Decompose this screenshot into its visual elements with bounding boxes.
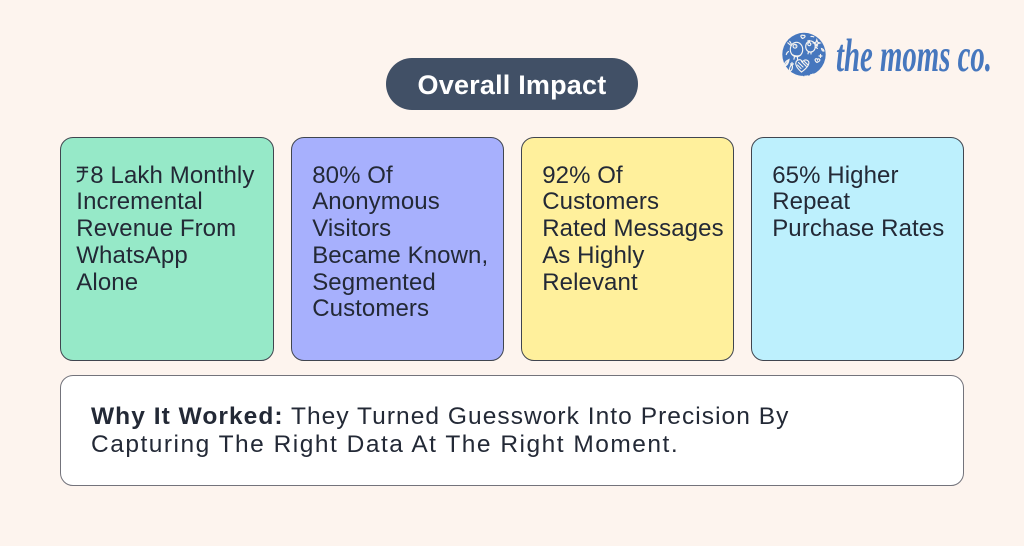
svg-text:the moms co.: the moms co. <box>836 31 992 81</box>
